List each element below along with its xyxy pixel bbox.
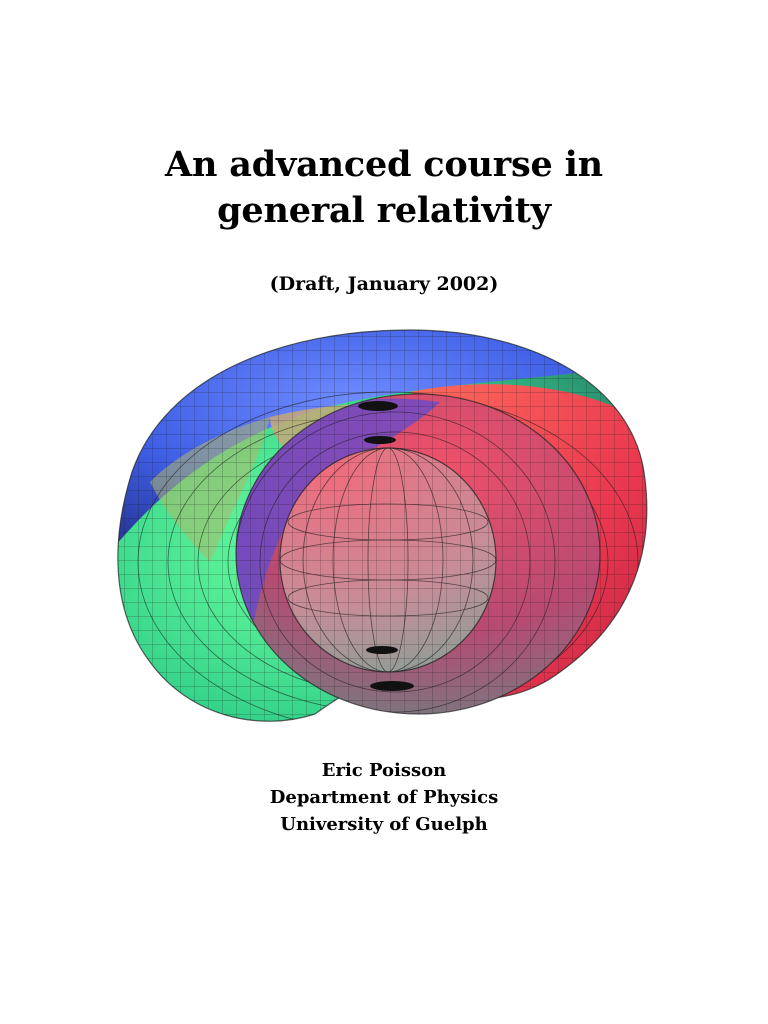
author-name: Eric Poisson — [321, 760, 447, 781]
university-name: University of Guelph — [280, 814, 488, 835]
department-name: Department of Physics — [269, 787, 499, 808]
draft-date: (Draft, January 2002) — [269, 273, 499, 295]
document-title: An advanced course in general relativity — [0, 142, 768, 234]
title-line-2: general relativity — [217, 190, 551, 231]
nested-torus-illustration — [110, 322, 658, 734]
author-affiliation: Eric Poisson Department of Physics Unive… — [0, 757, 768, 838]
title-line-1: An advanced course in — [165, 144, 603, 185]
